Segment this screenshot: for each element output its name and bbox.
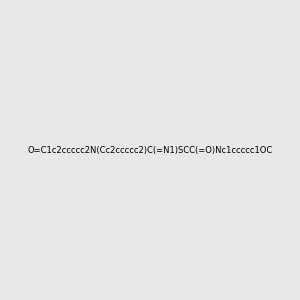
Text: O=C1c2ccccc2N(Cc2ccccc2)C(=N1)SCC(=O)Nc1ccccc1OC: O=C1c2ccccc2N(Cc2ccccc2)C(=N1)SCC(=O)Nc1… xyxy=(27,146,273,154)
